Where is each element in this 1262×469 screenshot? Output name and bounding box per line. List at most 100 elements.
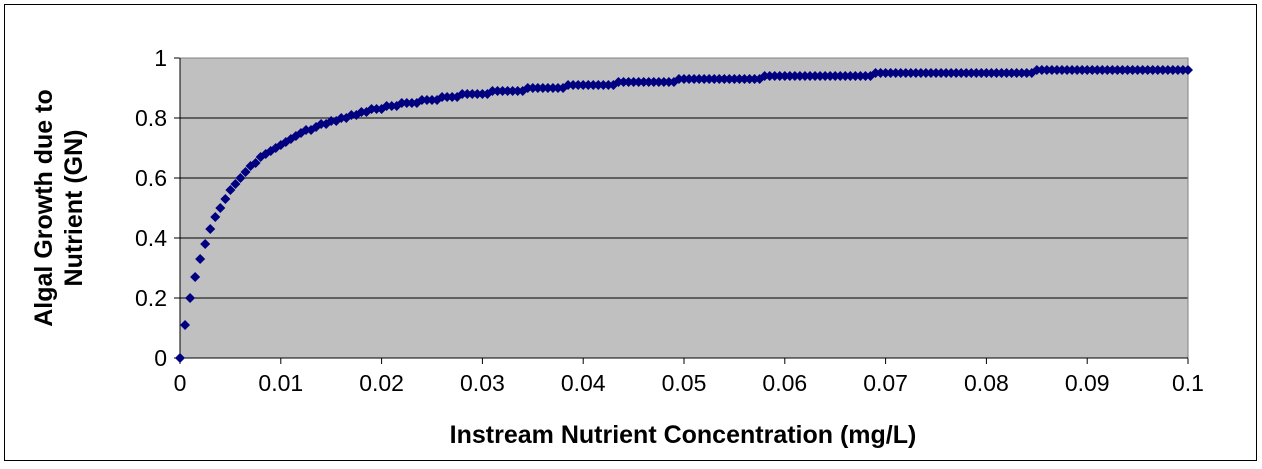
data-point — [598, 80, 609, 90]
data-point — [875, 68, 886, 78]
data-point — [1112, 65, 1123, 75]
data-point — [230, 179, 241, 189]
data-point — [336, 113, 347, 123]
data-point — [563, 80, 574, 90]
data-point — [1157, 65, 1168, 75]
data-point — [427, 95, 437, 105]
data-point — [250, 158, 261, 168]
data-point — [799, 71, 810, 81]
data-point — [507, 86, 518, 96]
data-point — [1016, 68, 1027, 78]
data-point — [578, 80, 589, 90]
data-point — [850, 71, 861, 81]
data-point — [920, 68, 931, 78]
data-point — [946, 68, 957, 78]
data-point — [810, 71, 821, 81]
data-point — [951, 68, 962, 78]
data-point — [805, 71, 815, 81]
data-point — [512, 86, 523, 96]
data-point — [709, 74, 720, 84]
data-point — [900, 68, 911, 78]
data-point — [542, 83, 553, 93]
data-point — [235, 173, 246, 183]
data-point — [593, 80, 604, 90]
data-point — [437, 92, 448, 102]
data-point — [477, 89, 488, 99]
data-point — [447, 92, 458, 102]
data-point — [1057, 65, 1067, 75]
data-point — [356, 107, 367, 117]
data-point — [915, 68, 926, 78]
data-point — [401, 98, 412, 108]
x-tick-label: 0.03 — [460, 370, 505, 396]
y-tick-label: 1 — [154, 45, 167, 71]
data-point — [976, 68, 987, 78]
data-point — [195, 254, 206, 264]
data-point — [925, 68, 936, 78]
data-point — [502, 86, 513, 96]
data-point — [1127, 65, 1138, 75]
data-point — [1172, 65, 1183, 75]
data-point — [1162, 65, 1173, 75]
y-axis-title: Algal Growth due to Nutrient (GN) — [30, 89, 88, 327]
data-point — [603, 80, 614, 90]
data-point — [986, 68, 997, 78]
x-tick-label: 0.01 — [258, 370, 303, 396]
data-point — [931, 68, 941, 78]
data-point — [840, 71, 851, 81]
data-point — [1087, 65, 1098, 75]
y-tick-label: 0.2 — [135, 285, 167, 311]
x-tick-label: 0.06 — [762, 370, 807, 396]
data-point — [215, 203, 226, 213]
data-point — [679, 74, 689, 84]
data-point — [220, 194, 231, 204]
data-point — [386, 101, 397, 111]
data-point — [779, 71, 790, 81]
data-point — [175, 353, 185, 363]
data-point — [301, 125, 311, 135]
data-point — [870, 68, 881, 78]
data-point — [966, 68, 977, 78]
data-point — [684, 74, 695, 84]
data-point — [1046, 65, 1057, 75]
data-point — [1152, 65, 1163, 75]
data-point — [1036, 65, 1047, 75]
data-point — [487, 86, 498, 96]
data-point — [764, 71, 775, 81]
data-point — [583, 80, 594, 90]
data-point — [381, 101, 392, 111]
data-point — [694, 74, 705, 84]
data-point — [794, 71, 805, 81]
data-point — [1117, 65, 1128, 75]
data-point — [1011, 68, 1022, 78]
data-point — [774, 71, 785, 81]
data-point — [366, 104, 377, 114]
data-point — [1177, 65, 1188, 75]
data-point — [1077, 65, 1088, 75]
data-point — [1147, 65, 1158, 75]
data-point — [1041, 65, 1052, 75]
data-point — [689, 74, 700, 84]
data-point — [316, 119, 327, 129]
data-point — [1021, 68, 1032, 78]
data-point — [457, 89, 468, 99]
data-point — [981, 68, 992, 78]
y-tick-label: 0.6 — [135, 165, 167, 191]
data-point — [1006, 68, 1017, 78]
data-point — [1142, 65, 1153, 75]
data-point — [941, 68, 952, 78]
data-point — [956, 68, 967, 78]
data-point — [820, 71, 831, 81]
x-tick-label: 0.09 — [1065, 370, 1110, 396]
data-point — [623, 77, 634, 87]
data-point — [573, 80, 584, 90]
data-point — [1051, 65, 1062, 75]
data-point — [1132, 65, 1143, 75]
x-tick-label: 0 — [174, 370, 187, 396]
data-point — [815, 71, 826, 81]
data-point — [835, 71, 846, 81]
x-axis-title: Instream Nutrient Concentration (mg/L) — [450, 421, 917, 449]
x-tick-label: 0.04 — [561, 370, 606, 396]
data-point — [633, 77, 644, 87]
data-point — [497, 86, 508, 96]
